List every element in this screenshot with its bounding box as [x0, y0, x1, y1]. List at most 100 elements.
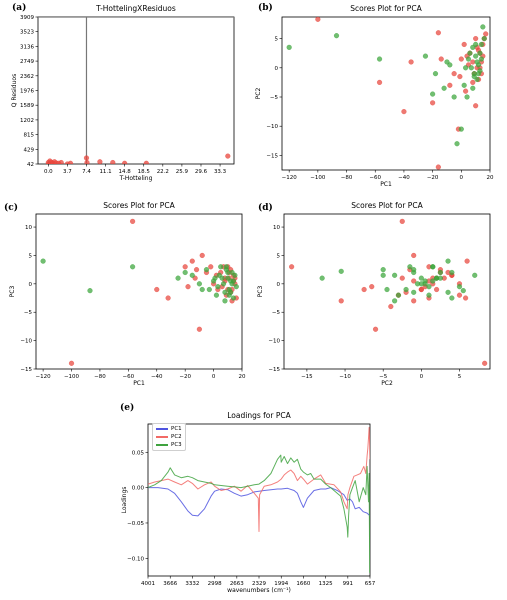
chart-b-ytick-label: 5 — [275, 37, 279, 43]
chart-c-point-green — [222, 298, 228, 304]
chart-a-xtick-label: 3.7 — [63, 169, 72, 175]
chart-e-ytick-label: 0.00 — [132, 486, 145, 492]
chart-d-point-red — [399, 218, 405, 224]
chart-a-ytick-label: 1976 — [20, 88, 34, 94]
chart-a-ytick-label: 1589 — [20, 103, 34, 109]
chart-c-point-green — [196, 281, 202, 287]
chart-c-ytick-label: 5 — [29, 253, 33, 259]
chart-c-point-green — [222, 289, 228, 295]
chart-d-point-red — [361, 286, 367, 293]
chart-c-ytick-label: 0 — [29, 282, 33, 288]
panel-label-a: (a) — [12, 3, 27, 13]
legend-label-pc2: PC2 — [171, 434, 182, 440]
chart-e-series-pc3 — [148, 454, 370, 573]
chart-b-point-green — [473, 53, 479, 59]
chart-b-title: Scores Plot for PCA — [350, 4, 422, 13]
chart-d-xtick-label: −15 — [301, 374, 313, 380]
chart-d-point-red — [338, 298, 344, 304]
chart-d-point-green — [403, 286, 409, 293]
chart-b-point-green — [474, 59, 480, 65]
chart-b-point-green — [376, 56, 383, 62]
chart-b-ytick-label: −5 — [270, 95, 279, 101]
chart-c-xlabel: PC1 — [133, 380, 145, 387]
chart-e-xtick-label: 991 — [343, 581, 354, 587]
legend-item-pc2: PC2 — [156, 433, 182, 441]
chart-d-point-green — [430, 264, 436, 270]
chart-c-xtick-label: 0 — [212, 374, 216, 380]
chart-b-ytick-label: 0 — [275, 66, 279, 72]
chart-c-ytick-label: −10 — [20, 339, 32, 345]
chart-a-xtick-label: 33.3 — [214, 169, 227, 175]
legend-swatch-pc2 — [156, 436, 168, 438]
chart-a-ytick-label: 3523 — [20, 30, 34, 36]
chart-c-xtick-label: −20 — [179, 374, 191, 380]
chart-e-ytick-label: −0.10 — [127, 556, 144, 562]
chart-d-frame — [283, 213, 491, 370]
chart-a-title: T-HottelingXResiduos — [96, 4, 176, 13]
chart-b-xlabel: PC1 — [380, 181, 392, 188]
chart-e-ytick-label: −0.05 — [127, 521, 144, 527]
chart-a-point — [143, 160, 149, 164]
chart-d-point-red — [418, 286, 424, 293]
chart-d-point-red — [456, 292, 463, 298]
chart-e-xtick-label: 1325 — [319, 581, 333, 587]
chart-b-point-green — [444, 59, 450, 65]
chart-d-xtick-label: 0 — [420, 374, 424, 380]
chart-c-point-green — [182, 269, 188, 276]
chart-b-point-green — [458, 126, 464, 132]
chart-c-point-red — [68, 360, 75, 366]
chart-b-point-red — [473, 103, 479, 109]
chart-c-point-red — [199, 252, 205, 258]
chart-c-point-green — [230, 278, 237, 284]
chart-b-point-green — [481, 36, 487, 42]
chart-c-ytick-label: −5 — [24, 310, 33, 316]
chart-c-xtick-label: −60 — [123, 374, 135, 380]
chart-d-point-green — [411, 267, 417, 273]
chart-b-point-green — [480, 24, 486, 30]
chart-c-ytick-label: 10 — [25, 225, 32, 231]
chart-a-point — [58, 160, 64, 164]
chart-b-frame — [281, 16, 491, 171]
panel-label-b: (b) — [258, 3, 273, 13]
chart-a-ytick-label: 3136 — [20, 44, 34, 50]
chart-d-point-green — [445, 289, 451, 295]
chart-c-point-green — [213, 292, 219, 298]
chart-a-ytick-label: 3909 — [20, 15, 34, 21]
chart-a-ylabel: Q Residuos — [11, 74, 18, 107]
chart-d-point-red — [463, 295, 469, 301]
chart-e-ylabel: Loadings — [121, 487, 128, 514]
chart-d-point-red — [411, 298, 417, 304]
chart-b-point-green — [441, 85, 447, 91]
chart-b-point-red — [435, 30, 441, 36]
chart-c-xtick-label: −120 — [36, 374, 52, 380]
chart-b-point-green — [451, 94, 457, 100]
chart-e-xtick-label: 3332 — [185, 581, 199, 587]
chart-c-point-red — [193, 267, 200, 273]
chart-c-point-green — [175, 275, 181, 281]
chart-b-xtick-label: −120 — [282, 175, 298, 181]
chart-d-xtick-label: 5 — [458, 374, 462, 380]
chart-d-point-green — [414, 281, 421, 287]
chart-b-point-green — [465, 56, 472, 62]
chart-d-ytick-label: −5 — [272, 310, 281, 316]
chart-b-point-red — [447, 82, 453, 88]
chart-a-xtick-label: 22.2 — [157, 169, 169, 175]
chart-a-ytick-label: 42 — [27, 162, 34, 168]
chart-d-ylabel: PC3 — [257, 286, 264, 298]
chart-b-point-red — [438, 56, 444, 62]
chart-d-point-green — [422, 278, 428, 284]
chart-b-point-green — [473, 41, 479, 47]
chart-e-xtick-label: 2329 — [252, 581, 266, 587]
chart-c-point-green — [40, 258, 46, 264]
chart-b-point-green — [477, 50, 483, 56]
chart-e-ytick-label: 0.05 — [132, 450, 145, 456]
chart-c-ylabel: PC3 — [9, 286, 16, 298]
chart-c-point-green — [130, 264, 136, 270]
legend-item-pc3: PC3 — [156, 441, 182, 449]
chart-d-point-red — [399, 275, 405, 281]
chart-c-point-red — [189, 258, 195, 264]
chart-b-ytick-label: −15 — [266, 153, 278, 159]
chart-d-point-red — [411, 278, 417, 284]
